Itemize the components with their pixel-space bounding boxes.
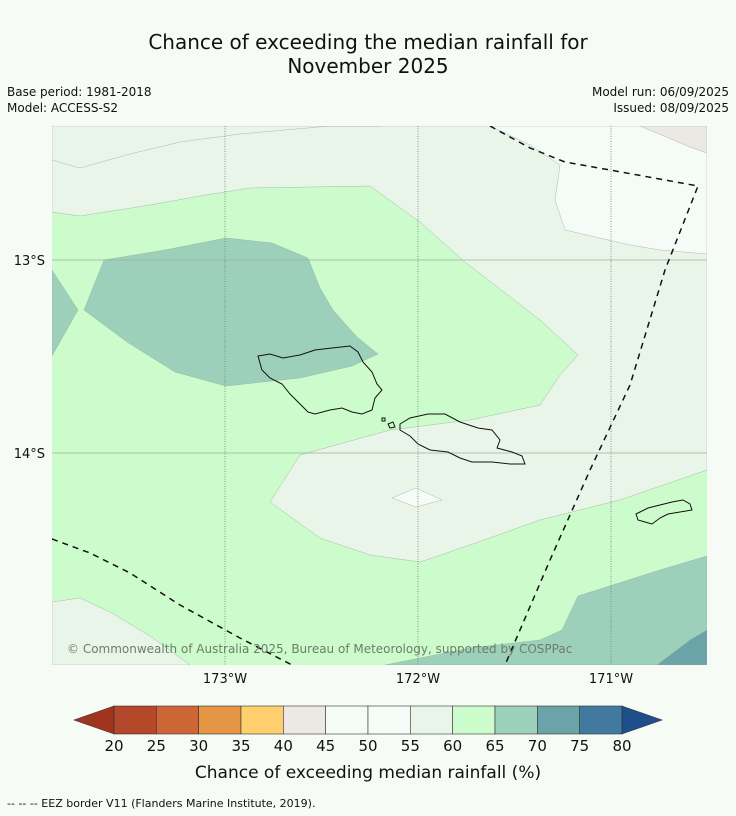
model-run: Model run: 06/09/2025 — [591, 85, 729, 99]
region-65-70-southeast — [384, 555, 707, 665]
lon-label-172w: 172°W — [396, 672, 440, 687]
colorbar-segment — [579, 705, 623, 735]
manono-island — [387, 421, 396, 429]
region-65-70-central — [83, 237, 379, 387]
apolima-island — [381, 417, 386, 422]
colorbar-label: Chance of exceeding median rainfall (%) — [195, 763, 541, 783]
title-line-2: November 2025 — [287, 54, 449, 78]
title-line-1: Chance of exceeding the median rainfall … — [148, 30, 588, 54]
colorbar-segment — [156, 705, 199, 735]
colorbar-tick-label: 40 — [274, 737, 293, 755]
colorbar-segment — [283, 705, 326, 735]
region-70-75-southeast — [656, 629, 707, 665]
region-40-45-northeast — [639, 126, 707, 154]
base-period: Base period: 1981-2018 — [7, 85, 152, 99]
colorbar-tick-label: 30 — [189, 737, 208, 755]
colorbar-tick-label: 55 — [401, 737, 420, 755]
colorbar-tick-label: 75 — [570, 737, 589, 755]
colorbar-extend-low — [73, 705, 115, 735]
colorbar-segment — [240, 705, 284, 735]
colorbar-segment — [198, 705, 242, 735]
lon-label-173w: 173°W — [203, 672, 247, 687]
tutuila-island — [635, 499, 693, 525]
forecast-map: © Commonwealth of Australia 2025, Bureau… — [52, 126, 707, 665]
chart-title: Chance of exceeding the median rainfall … — [0, 30, 736, 78]
upolu-island — [399, 413, 526, 465]
colorbar-tick-label: 45 — [316, 737, 335, 755]
copyright-notice: © Commonwealth of Australia 2025, Bureau… — [67, 642, 572, 656]
colorbar-tick-label: 50 — [358, 737, 377, 755]
lon-axis: 173°W 172°W 171°W — [203, 672, 633, 687]
meta-left: Base period: 1981-2018 Model: ACCESS-S2 — [7, 84, 152, 116]
lat-label-14s: 14°S — [14, 447, 45, 462]
colorbar-tick-label: 60 — [443, 737, 462, 755]
meta-right: Model run: 06/09/2025 Issued: 08/09/2025 — [592, 84, 729, 116]
colorbar: 20 25 30 35 40 45 50 55 60 65 70 75 80 — [73, 705, 663, 755]
colorbar-tick-label: 65 — [485, 737, 504, 755]
lat-label-13s: 13°S — [14, 254, 45, 269]
eez-legend-note: -- -- -- EEZ border V11 (Flanders Marine… — [7, 797, 316, 810]
colorbar-tick-label: 80 — [612, 737, 631, 755]
colorbar-tick-label: 25 — [147, 737, 166, 755]
lat-axis: 13°S 14°S — [14, 254, 45, 462]
colorbar-segment — [494, 705, 538, 735]
islands — [257, 345, 693, 525]
savaii-island — [257, 345, 383, 415]
model-name: Model: ACCESS-S2 — [7, 101, 119, 115]
colorbar-segment — [537, 705, 580, 735]
eez-border — [52, 126, 700, 665]
region-65-70-west — [52, 269, 79, 357]
region-45-55-diamond — [391, 487, 443, 508]
region-55-60-southwest — [52, 597, 191, 665]
region-45-55-northwest — [52, 126, 380, 169]
region-45-55-northeast — [489, 126, 707, 255]
graticule — [52, 126, 707, 665]
colorbar-segment — [452, 705, 496, 735]
colorbar-segment — [410, 705, 453, 735]
issued-date: Issued: 08/09/2025 — [613, 101, 729, 115]
lon-label-171w: 171°W — [589, 672, 633, 687]
colorbar-segment — [325, 705, 369, 735]
colorbar-tick-label: 20 — [104, 737, 123, 755]
colorbar-segment — [113, 705, 157, 735]
colorbar-segment — [367, 705, 411, 735]
colorbar-tick-label: 35 — [231, 737, 250, 755]
colorbar-extend-high — [621, 705, 663, 735]
colorbar-tick-label: 70 — [528, 737, 547, 755]
